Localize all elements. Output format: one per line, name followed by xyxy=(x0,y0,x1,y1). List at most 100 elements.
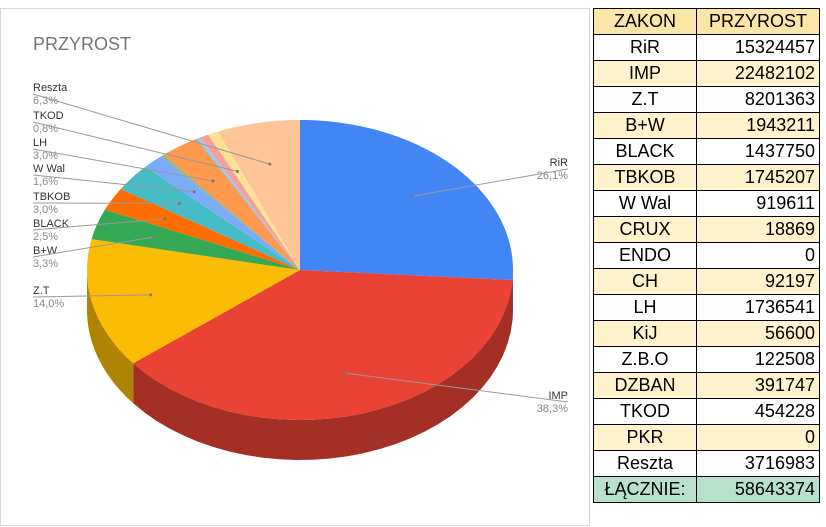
name-cell: W Wal xyxy=(593,190,697,217)
slice-value-label: 14,0% xyxy=(33,298,64,310)
table-row: Reszta 3716983 xyxy=(593,450,820,477)
value-cell: 1736541 xyxy=(696,294,820,321)
slice xyxy=(197,137,300,270)
name-cell: ŁĄCZNIE: xyxy=(593,476,697,503)
leader-line xyxy=(32,93,271,165)
leader-line xyxy=(32,174,195,193)
slice xyxy=(120,166,300,270)
name-cell: Z.T xyxy=(593,86,697,113)
leader-line xyxy=(32,294,151,298)
slice-value-label: 3,3% xyxy=(33,258,58,270)
name-cell: BLACK xyxy=(593,138,697,165)
name-cell: TKOD xyxy=(593,398,697,425)
table-row: Z.T 8201363 xyxy=(593,86,820,113)
slice xyxy=(87,239,301,364)
slice xyxy=(161,156,300,270)
slice xyxy=(161,154,300,270)
slice xyxy=(91,209,300,270)
value-cell: 15324457 xyxy=(696,34,820,61)
leader-dot xyxy=(211,179,215,183)
leader-line xyxy=(411,168,569,197)
name-cell: CRUX xyxy=(593,216,697,243)
slice-label: LH xyxy=(33,137,47,149)
slice-value-label: 0,8% xyxy=(33,123,58,135)
slice-label: TBKOB xyxy=(33,191,70,203)
name-cell: CH xyxy=(593,268,697,295)
table-row: LH 1736541 xyxy=(593,294,820,321)
name-cell: DZBAN xyxy=(593,372,697,399)
leader-dot xyxy=(163,217,167,221)
value-cell: PRZYROST xyxy=(696,8,820,35)
slice-label: IMP xyxy=(548,390,568,402)
name-cell: B+W xyxy=(593,112,697,139)
slice-value-label: 3,0% xyxy=(33,204,58,216)
name-cell: IMP xyxy=(593,60,697,87)
table-row: TBKOB 1745207 xyxy=(593,164,820,191)
table-row: RiR 15324457 xyxy=(593,34,820,61)
leader-line xyxy=(345,372,569,403)
leader-dot xyxy=(192,190,196,194)
name-cell: PKR xyxy=(593,424,697,451)
chart-title: PRZYROST xyxy=(33,34,131,54)
value-cell: 92197 xyxy=(696,268,820,295)
value-cell: 1745207 xyxy=(696,164,820,191)
name-cell: Z.B.O xyxy=(593,346,697,373)
chart: PRZYROST RiR26,1%IMP38,3%Z.T14,0%B+W3,3%… xyxy=(0,8,590,526)
value-cell: 454228 xyxy=(696,398,820,425)
slice-side xyxy=(133,280,513,460)
name-cell: ENDO xyxy=(593,242,697,269)
leader-dot xyxy=(177,201,181,205)
value-cell: 1437750 xyxy=(696,138,820,165)
name-cell: ZAKON xyxy=(593,8,697,35)
value-cell: 1943211 xyxy=(696,112,820,139)
table-row: CH 92197 xyxy=(593,268,820,295)
table-row: CRUX 18869 xyxy=(593,216,820,243)
table-row: ZAKON PRZYROST xyxy=(593,8,820,35)
table-row: PKR 0 xyxy=(593,424,820,451)
slice-value-label: 3,0% xyxy=(33,150,58,162)
leader-line xyxy=(32,148,214,182)
table-row: ENDO 0 xyxy=(593,242,820,269)
table-row: B+W 1943211 xyxy=(593,112,820,139)
table-row: TKOD 454228 xyxy=(593,398,820,425)
table-row: W Wal 919611 xyxy=(593,190,820,217)
slice-label: Z.T xyxy=(33,285,50,297)
slice xyxy=(196,138,300,270)
value-cell: 122508 xyxy=(696,346,820,373)
slice-label: TKOD xyxy=(33,110,64,122)
leader-dot xyxy=(268,162,272,166)
slice-value-label: 38,3% xyxy=(537,403,568,415)
leader-dot xyxy=(152,235,156,239)
name-cell: RiR xyxy=(593,34,697,61)
slice xyxy=(217,120,300,270)
slice-label: W Wal xyxy=(33,163,65,175)
value-cell: 919611 xyxy=(696,190,820,217)
value-cell: 391747 xyxy=(696,372,820,399)
slice-label: RiR xyxy=(550,157,568,169)
name-cell: Reszta xyxy=(593,450,697,477)
leader-dot xyxy=(344,371,348,375)
leader-dot xyxy=(149,293,153,297)
value-cell: 0 xyxy=(696,242,820,269)
name-cell: LH xyxy=(593,294,697,321)
name-cell: KiJ xyxy=(593,320,697,347)
slice xyxy=(105,188,300,270)
value-cell: 58643374 xyxy=(696,476,820,503)
table-row: DZBAN 391747 xyxy=(593,372,820,399)
table-row: ŁĄCZNIE: 58643374 xyxy=(593,476,820,503)
table-row: KiJ 56600 xyxy=(593,320,820,347)
slice xyxy=(300,120,513,281)
slice xyxy=(145,156,300,270)
value-cell: 56600 xyxy=(696,320,820,347)
slice-side xyxy=(87,270,134,404)
leader-line xyxy=(32,121,238,172)
table-row: BLACK 1437750 xyxy=(593,138,820,165)
value-cell: 22482102 xyxy=(696,60,820,87)
value-cell: 18869 xyxy=(696,216,820,243)
leader-line xyxy=(32,218,165,231)
leader-dot xyxy=(410,194,414,198)
data-table: ZAKON PRZYROST RiR 15324457 IMP 22482102 Z.T 82… xyxy=(593,8,820,503)
slice-label: Reszta xyxy=(33,82,68,94)
slice-label: BLACK xyxy=(33,218,70,230)
slice-value-label: 1,6% xyxy=(33,176,58,188)
